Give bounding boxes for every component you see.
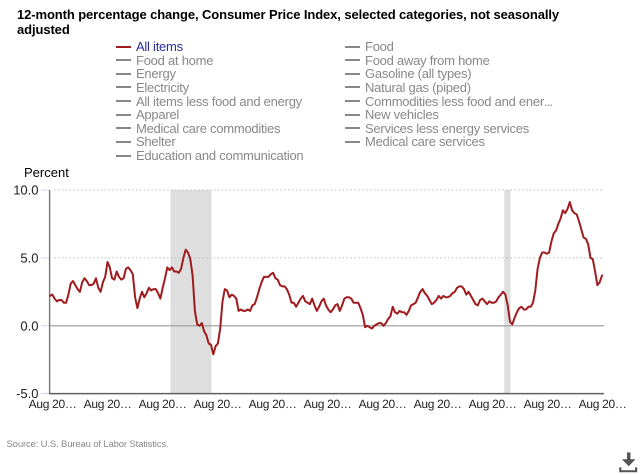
svg-text:10.0: 10.0 bbox=[13, 183, 38, 198]
svg-text:5.0: 5.0 bbox=[20, 250, 38, 265]
svg-text:Aug 20…: Aug 20… bbox=[579, 397, 627, 411]
svg-text:Aug 20…: Aug 20… bbox=[359, 397, 407, 411]
svg-text:Aug 20…: Aug 20… bbox=[84, 397, 132, 411]
svg-text:Aug 20…: Aug 20… bbox=[469, 397, 517, 411]
svg-text:-5.0: -5.0 bbox=[16, 386, 38, 401]
svg-text:Aug 20…: Aug 20… bbox=[139, 397, 187, 411]
svg-text:Aug 20…: Aug 20… bbox=[249, 397, 297, 411]
svg-text:0.0: 0.0 bbox=[20, 318, 38, 333]
svg-text:Aug 20…: Aug 20… bbox=[29, 397, 77, 411]
svg-text:Aug 20…: Aug 20… bbox=[194, 397, 242, 411]
svg-text:Aug 20…: Aug 20… bbox=[414, 397, 462, 411]
svg-text:Aug 20…: Aug 20… bbox=[524, 397, 572, 411]
svg-text:Aug 20…: Aug 20… bbox=[304, 397, 352, 411]
